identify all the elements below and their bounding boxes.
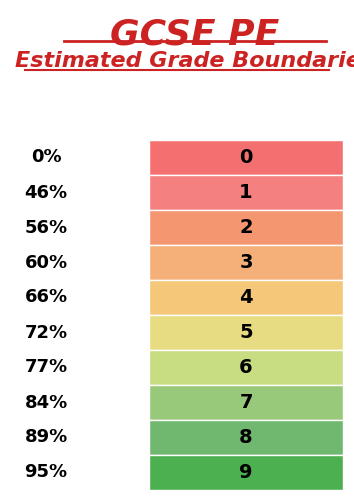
Text: 0: 0 <box>239 148 253 167</box>
Text: 89%: 89% <box>24 428 68 446</box>
Text: 0%: 0% <box>31 148 61 166</box>
Text: Estimated Grade Boundaries: Estimated Grade Boundaries <box>15 51 354 71</box>
Text: 3: 3 <box>239 253 253 272</box>
Text: 56%: 56% <box>24 218 68 236</box>
Text: 60%: 60% <box>24 254 68 272</box>
Text: 66%: 66% <box>24 288 68 306</box>
Text: 8: 8 <box>239 428 253 447</box>
Text: GCSE PE: GCSE PE <box>110 18 279 51</box>
Text: 46%: 46% <box>24 184 68 202</box>
Text: 4: 4 <box>239 288 253 307</box>
Text: 6: 6 <box>239 358 253 377</box>
Text: 9: 9 <box>239 463 253 482</box>
Text: 5: 5 <box>239 323 253 342</box>
Text: 77%: 77% <box>24 358 68 376</box>
Text: 72%: 72% <box>24 324 68 342</box>
Text: 1: 1 <box>239 183 253 202</box>
Text: 84%: 84% <box>24 394 68 411</box>
Text: 2: 2 <box>239 218 253 237</box>
Text: 95%: 95% <box>24 464 68 481</box>
Text: 7: 7 <box>239 393 253 412</box>
